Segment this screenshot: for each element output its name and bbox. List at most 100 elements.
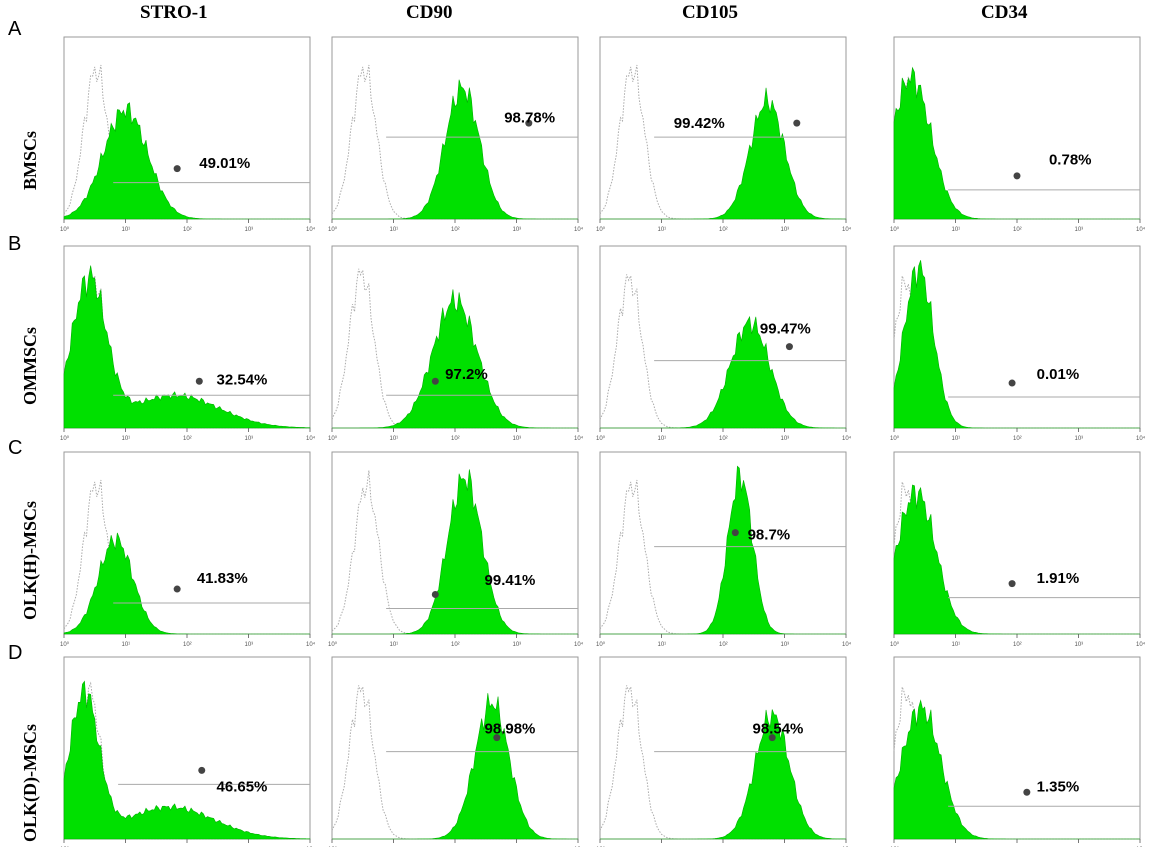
stained-histogram-cd105-a	[600, 87, 847, 220]
x-tick-label-cd105-c-0: 10⁰	[596, 641, 606, 648]
percent-label-cd105-c: 98.7%	[748, 526, 791, 543]
percent-label-cd105-a: 99.42%	[674, 115, 725, 132]
gate-marker-stro1-b	[195, 377, 203, 385]
panel-frame-cd105-a	[599, 36, 847, 220]
gate-marker-cd34-b	[1008, 379, 1016, 387]
gate-marker-cd90-a	[525, 119, 533, 127]
x-tick-label-cd34-a-2: 10²	[1013, 227, 1022, 233]
gate-marker-cd90-c	[431, 591, 439, 599]
gate-marker-cd34-d	[1023, 788, 1031, 796]
gate-marker-cd105-c	[731, 529, 739, 537]
stained-histogram-stro1-d	[63, 680, 311, 840]
gate-marker-cd90-d	[493, 734, 501, 742]
row-letter-a: A	[8, 18, 22, 40]
stained-histogram-stro1-c	[63, 532, 310, 635]
x-tick-label-cd105-b-2: 10²	[719, 436, 728, 442]
x-tick-label-stro1-c-2: 10²	[183, 642, 192, 648]
x-tick-label-cd105-a-1: 10¹	[658, 227, 667, 233]
x-tick-label-cd90-b-3: 10³	[513, 436, 522, 442]
percent-label-cd105-d: 98.54%	[753, 720, 804, 737]
panel-frame-cd90-d	[331, 656, 579, 840]
row-letter-c: C	[8, 437, 23, 459]
percent-label-cd105-b: 99.47%	[760, 320, 811, 337]
x-tick-label-cd90-c-3: 10³	[513, 642, 522, 648]
gate-marker-stro1-c	[173, 585, 181, 593]
percent-label-cd90-c: 99.41%	[485, 572, 536, 589]
col-header-cd34: CD34	[981, 2, 1028, 23]
x-tick-label-cd34-b-1: 10¹	[952, 436, 961, 442]
x-tick-label-cd105-a-2: 10²	[719, 227, 728, 233]
x-tick-label-cd34-a-4: 10⁴	[1136, 226, 1146, 233]
percent-label-cd90-d: 98.98%	[485, 720, 536, 737]
percent-label-stro1-c: 41.83%	[197, 570, 248, 587]
col-header-cd90: CD90	[406, 2, 453, 23]
stained-histogram-cd90-b	[332, 289, 578, 429]
stained-histogram-cd105-d	[600, 709, 847, 840]
x-tick-label-cd105-b-4: 10⁴	[842, 435, 852, 442]
stained-histogram-cd34-d	[893, 699, 1140, 840]
x-tick-label-cd105-c-2: 10²	[719, 642, 728, 648]
x-tick-label-stro1-b-3: 10³	[245, 436, 254, 442]
x-tick-label-stro1-b-1: 10¹	[122, 436, 131, 442]
x-tick-label-cd34-c-1: 10¹	[952, 642, 961, 648]
x-tick-label-cd105-a-4: 10⁴	[842, 226, 852, 233]
x-tick-label-cd90-c-2: 10²	[451, 642, 460, 648]
percent-label-stro1-b: 32.54%	[217, 371, 268, 388]
x-tick-label-cd34-a-0: 10⁰	[890, 226, 900, 233]
x-tick-label-cd34-b-2: 10²	[1013, 436, 1022, 442]
x-tick-label-stro1-a-2: 10²	[183, 227, 192, 233]
panel-frame-cd105-d	[599, 656, 847, 840]
col-header-cd105: CD105	[682, 2, 738, 23]
x-tick-label-cd105-c-4: 10⁴	[842, 641, 852, 648]
x-tick-label-cd90-c-4: 10⁴	[574, 641, 584, 648]
percent-label-stro1-a: 49.01%	[199, 155, 250, 172]
x-tick-label-cd34-a-1: 10¹	[952, 227, 961, 233]
x-tick-label-cd90-b-4: 10⁴	[574, 435, 584, 442]
x-tick-label-cd34-c-2: 10²	[1013, 642, 1022, 648]
x-tick-label-cd105-a-3: 10³	[781, 227, 790, 233]
x-tick-label-cd90-a-3: 10³	[513, 227, 522, 233]
percent-label-cd34-d: 1.35%	[1037, 779, 1080, 796]
x-tick-label-cd90-a-2: 10²	[451, 227, 460, 233]
stained-histogram-stro1-a	[63, 102, 310, 220]
percent-label-cd34-a: 0.78%	[1049, 151, 1092, 168]
stained-histogram-stro1-b	[63, 265, 311, 429]
x-tick-label-cd34-b-3: 10³	[1075, 436, 1084, 442]
col-header-stro1: STRO-1	[140, 2, 208, 23]
x-tick-label-stro1-a-1: 10¹	[122, 227, 131, 233]
x-tick-label-stro1-a-4: 10⁴	[306, 226, 316, 233]
gate-marker-cd105-a	[793, 119, 801, 127]
gate-marker-cd34-c	[1008, 580, 1016, 588]
percent-label-cd34-b: 0.01%	[1037, 366, 1080, 383]
x-tick-label-stro1-c-4: 10⁴	[306, 641, 316, 648]
x-tick-label-cd105-b-3: 10³	[781, 436, 790, 442]
percent-label-cd90-a: 98.78%	[504, 110, 555, 127]
stained-histogram-cd90-c	[332, 469, 578, 635]
x-tick-label-cd90-a-1: 10¹	[390, 227, 399, 233]
x-tick-label-cd90-a-0: 10⁰	[328, 226, 338, 233]
gate-marker-cd105-d	[768, 734, 776, 742]
x-tick-label-stro1-a-3: 10³	[245, 227, 254, 233]
x-tick-label-cd105-c-1: 10¹	[658, 642, 667, 648]
stained-histogram-cd90-a	[332, 79, 578, 220]
x-tick-label-cd105-a-0: 10⁰	[596, 226, 606, 233]
percent-label-stro1-d: 46.65%	[217, 779, 268, 796]
x-tick-label-stro1-b-4: 10⁴	[306, 435, 316, 442]
x-tick-label-cd34-b-4: 10⁴	[1136, 435, 1146, 442]
x-tick-label-cd105-b-1: 10¹	[658, 436, 667, 442]
x-tick-label-stro1-b-0: 10⁰	[60, 435, 70, 442]
x-tick-label-stro1-c-0: 10⁰	[60, 641, 70, 648]
x-tick-label-cd34-b-0: 10⁰	[890, 435, 900, 442]
x-tick-label-cd90-a-4: 10⁴	[574, 226, 584, 233]
x-tick-label-cd90-c-1: 10¹	[390, 642, 399, 648]
x-tick-label-cd105-b-0: 10⁰	[596, 435, 606, 442]
gate-marker-stro1-d	[198, 766, 206, 774]
x-tick-label-stro1-a-0: 10⁰	[60, 226, 70, 233]
percent-label-cd34-c: 1.91%	[1037, 570, 1080, 587]
x-tick-label-cd34-c-0: 10⁰	[890, 641, 900, 648]
x-tick-label-cd90-b-0: 10⁰	[328, 435, 338, 442]
x-tick-label-cd90-b-1: 10¹	[390, 436, 399, 442]
x-tick-label-cd90-b-2: 10²	[451, 436, 460, 442]
stained-histogram-cd105-b	[600, 315, 847, 429]
